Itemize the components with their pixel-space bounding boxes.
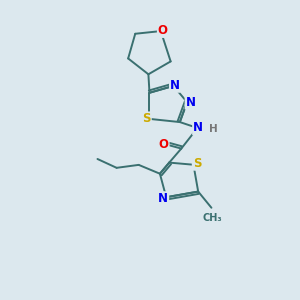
Text: S: S xyxy=(142,112,151,125)
Text: CH₃: CH₃ xyxy=(202,213,222,223)
Text: N: N xyxy=(186,96,196,109)
Text: N: N xyxy=(158,192,168,205)
Text: N: N xyxy=(170,79,180,92)
Text: N: N xyxy=(193,122,203,134)
Text: H: H xyxy=(209,124,218,134)
Text: O: O xyxy=(158,24,168,37)
Text: O: O xyxy=(159,138,169,151)
Text: S: S xyxy=(193,157,201,170)
